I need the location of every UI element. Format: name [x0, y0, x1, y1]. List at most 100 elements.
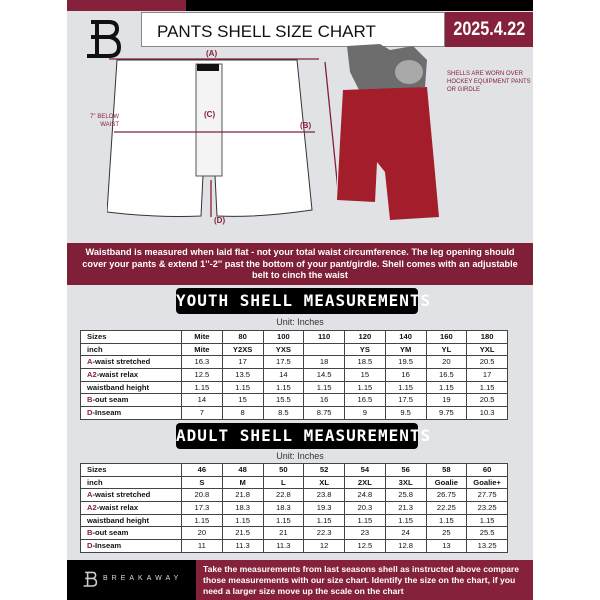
table-cell: 20.5	[466, 355, 508, 370]
row-label-text: waistband height	[87, 382, 150, 392]
table-cell: YS	[344, 342, 386, 357]
table-cell: 27.75	[466, 488, 508, 503]
table-cell: 23.25	[466, 501, 508, 515]
table-row: Sizes Mite 80 100 110 120 140 160 180	[80, 330, 508, 344]
table-cell: 19	[425, 393, 468, 408]
table-row: A-waist stretched 20.8 21.8 22.8 23.8 24.8 25.…	[80, 488, 508, 503]
youth-unit: Unit: Inches	[276, 317, 324, 327]
row-label: Sizes	[80, 330, 182, 344]
table-cell: 52	[303, 463, 345, 477]
table-cell: 110	[303, 330, 345, 344]
table-cell: 1.15	[384, 380, 427, 395]
table-cell: 8	[221, 406, 264, 420]
table-cell: M	[221, 475, 264, 490]
pants-diagram	[107, 58, 337, 217]
table-cell: 21.3	[384, 501, 427, 515]
table-cell: 120	[344, 330, 386, 344]
table-cell: 18.3	[262, 501, 305, 515]
table-cell: 10.3	[466, 406, 508, 420]
table-cell: 1.15	[221, 513, 264, 528]
table-cell: 1.15	[303, 380, 345, 395]
table-cell: 1.15	[344, 380, 386, 395]
row-label: B-out seam	[80, 393, 182, 408]
row-label: A-waist stretched	[80, 355, 182, 370]
table-cell: Goalie	[425, 475, 468, 490]
table-row: B-out seam 20 21.5 21 22.3 23 24 25 25.5	[80, 526, 508, 541]
row-label: A-waist stretched	[80, 488, 182, 503]
table-row: B-out seam 14 15 15.5 16 16.5 17.5 19 20.5	[80, 393, 508, 408]
youth-section-title: YOUTH SHELL MEASUREMENTS	[176, 288, 430, 314]
table-cell: 8.75	[303, 406, 345, 420]
table-cell: 1.15	[384, 513, 427, 528]
table-cell: 80	[221, 330, 264, 344]
table-cell: 16	[303, 393, 345, 408]
row-label-text: inch	[87, 477, 103, 487]
table-cell: 16.3	[181, 355, 223, 370]
table-cell: 22.8	[262, 488, 305, 503]
row-label-text: -waist stretched	[92, 357, 151, 367]
top-bar	[186, 0, 533, 11]
table-row: Sizes 46 48 50 52 54 56 58 60	[80, 463, 508, 477]
table-cell: 18	[303, 355, 345, 370]
row-label-text: -waist relax	[96, 369, 139, 379]
table-cell: 2XL	[344, 475, 386, 490]
table-cell: 12.5	[344, 539, 386, 553]
row-label-text: -out seam	[92, 395, 129, 405]
table-cell: 56	[384, 463, 427, 477]
table-cell: 9.5	[384, 406, 427, 420]
adult-size-table: Sizes 46 48 50 52 54 56 58 60 inch S M L XL 2XL 3XL Goal…	[80, 463, 508, 553]
table-cell: 17.5	[384, 393, 427, 408]
row-label-prefix: A2	[87, 502, 97, 512]
table-cell: 14	[262, 368, 305, 382]
table-cell: YXS	[262, 342, 305, 357]
table-cell: 1.15	[466, 513, 508, 528]
table-cell: 1.15	[303, 513, 345, 528]
footer-instructions: Take the measurements from last seasons …	[196, 560, 533, 600]
row-label-prefix: D	[87, 540, 93, 550]
table-cell: 48	[221, 463, 264, 477]
table-cell: 1.15	[181, 380, 223, 395]
table-cell: 15.5	[262, 393, 305, 408]
table-cell: 140	[384, 330, 427, 344]
table-cell: 24	[384, 526, 427, 541]
table-cell: 20	[181, 526, 223, 541]
row-label: A2-waist relax	[80, 368, 182, 382]
table-cell: Mite	[181, 330, 223, 344]
table-cell: 60	[466, 463, 508, 477]
table-cell: 20.3	[344, 501, 386, 515]
table-cell: 13.5	[221, 368, 264, 382]
table-cell: 1.15	[425, 513, 468, 528]
table-row: waistband height 1.15 1.15 1.15 1.15 1.15 1.15…	[80, 380, 508, 395]
table-cell: 12.8	[384, 539, 427, 553]
measurement-banner: Waistband is measured when laid flat - n…	[67, 243, 533, 285]
table-cell: 16.5	[344, 393, 386, 408]
row-label-text: Sizes	[87, 464, 107, 474]
table-cell: L	[262, 475, 305, 490]
row-label-text: inch	[87, 344, 103, 354]
label-b: (B)	[300, 121, 312, 130]
table-cell: YM	[384, 342, 427, 357]
table-cell: 46	[181, 463, 223, 477]
table-cell: 16.5	[425, 368, 468, 382]
table-cell: 54	[344, 463, 386, 477]
table-cell: 14.5	[303, 368, 345, 382]
table-row: A2-waist relax 12.5 13.5 14 14.5 15 16 16.5 17	[80, 368, 508, 382]
table-cell: 23.8	[303, 488, 345, 503]
table-cell: 24.8	[344, 488, 386, 503]
table-cell: 20.8	[181, 488, 223, 503]
row-label: inch	[80, 342, 182, 357]
table-cell: 11.3	[221, 539, 264, 553]
table-cell: 19.3	[303, 501, 345, 515]
table-cell: 12.5	[181, 368, 223, 382]
table-cell: XL	[303, 475, 345, 490]
row-label-text: -waist stretched	[92, 490, 151, 500]
table-cell: 21	[262, 526, 305, 541]
table-row: inch Mite Y2XS YXS YS YM YL YXL	[80, 342, 508, 357]
page-title: PANTS SHELL SIZE CHART	[141, 12, 445, 47]
shell-note: SHELLS ARE WORN OVER HOCKEY EQUIPMENT PA…	[447, 71, 531, 93]
table-cell: 18.5	[344, 355, 386, 370]
table-cell: 1.15	[425, 380, 468, 395]
table-cell: YXL	[466, 342, 508, 357]
table-cell: 9	[344, 406, 386, 420]
table-cell: 13.25	[466, 539, 508, 553]
